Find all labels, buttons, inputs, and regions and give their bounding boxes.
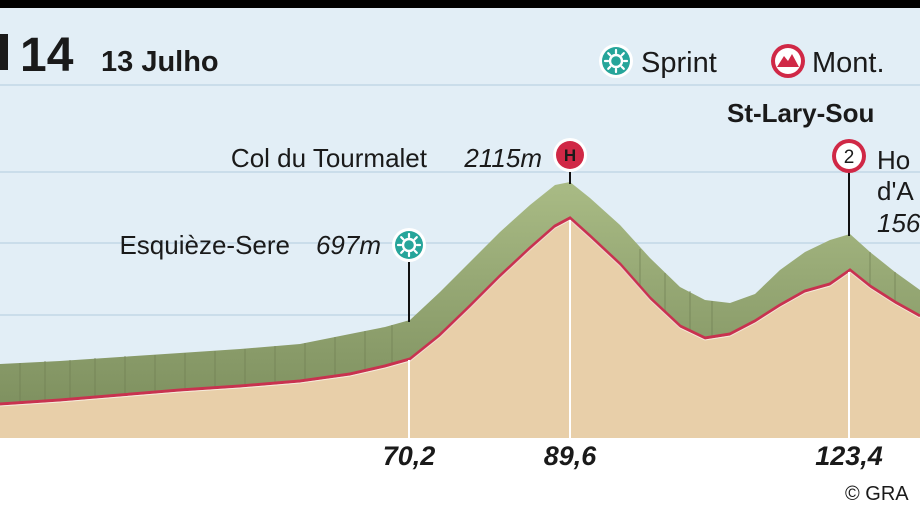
profile-ground — [0, 218, 920, 438]
waypoint-name: Esquièze-Sere — [119, 230, 290, 260]
legend-mountain-icon — [771, 44, 805, 78]
sprint-icon — [392, 228, 426, 262]
waypoint-name-line2: d'A — [877, 176, 914, 206]
waypoint-name-line1: Ho — [877, 145, 910, 175]
waypoint-stems — [408, 166, 850, 438]
legend-sprint-label: Sprint — [641, 47, 717, 79]
profile-slope — [0, 182, 920, 404]
stage-date: 13 Julho — [101, 46, 219, 78]
stage-marker — [0, 34, 8, 70]
legend-sprint-icon — [599, 44, 633, 78]
mountain-category-label: H — [564, 146, 576, 165]
mountain-category-label: 2 — [844, 147, 855, 168]
slope-shading — [19, 249, 896, 403]
mountain-category-icon: H — [553, 138, 587, 172]
finish-label: St-Lary-Sou — [727, 98, 874, 128]
km-marker: 70,2 — [383, 441, 436, 471]
credit-text: © GRA — [845, 483, 909, 505]
waypoint-altitude: 2115m — [463, 143, 542, 173]
waypoint-altitude: 156 — [877, 208, 920, 238]
mountain-category-icon: 2 — [832, 139, 866, 173]
km-marker: 123,4 — [815, 441, 883, 471]
stage-number: 14 — [20, 29, 74, 82]
waypoint-name: Col du Tourmalet — [231, 143, 428, 173]
axis-band — [0, 438, 920, 518]
profile-line — [0, 216, 920, 406]
legend-mountain-label: Mont. — [812, 47, 885, 79]
km-marker: 89,6 — [544, 441, 598, 471]
waypoint-altitude: 697m — [316, 230, 381, 260]
